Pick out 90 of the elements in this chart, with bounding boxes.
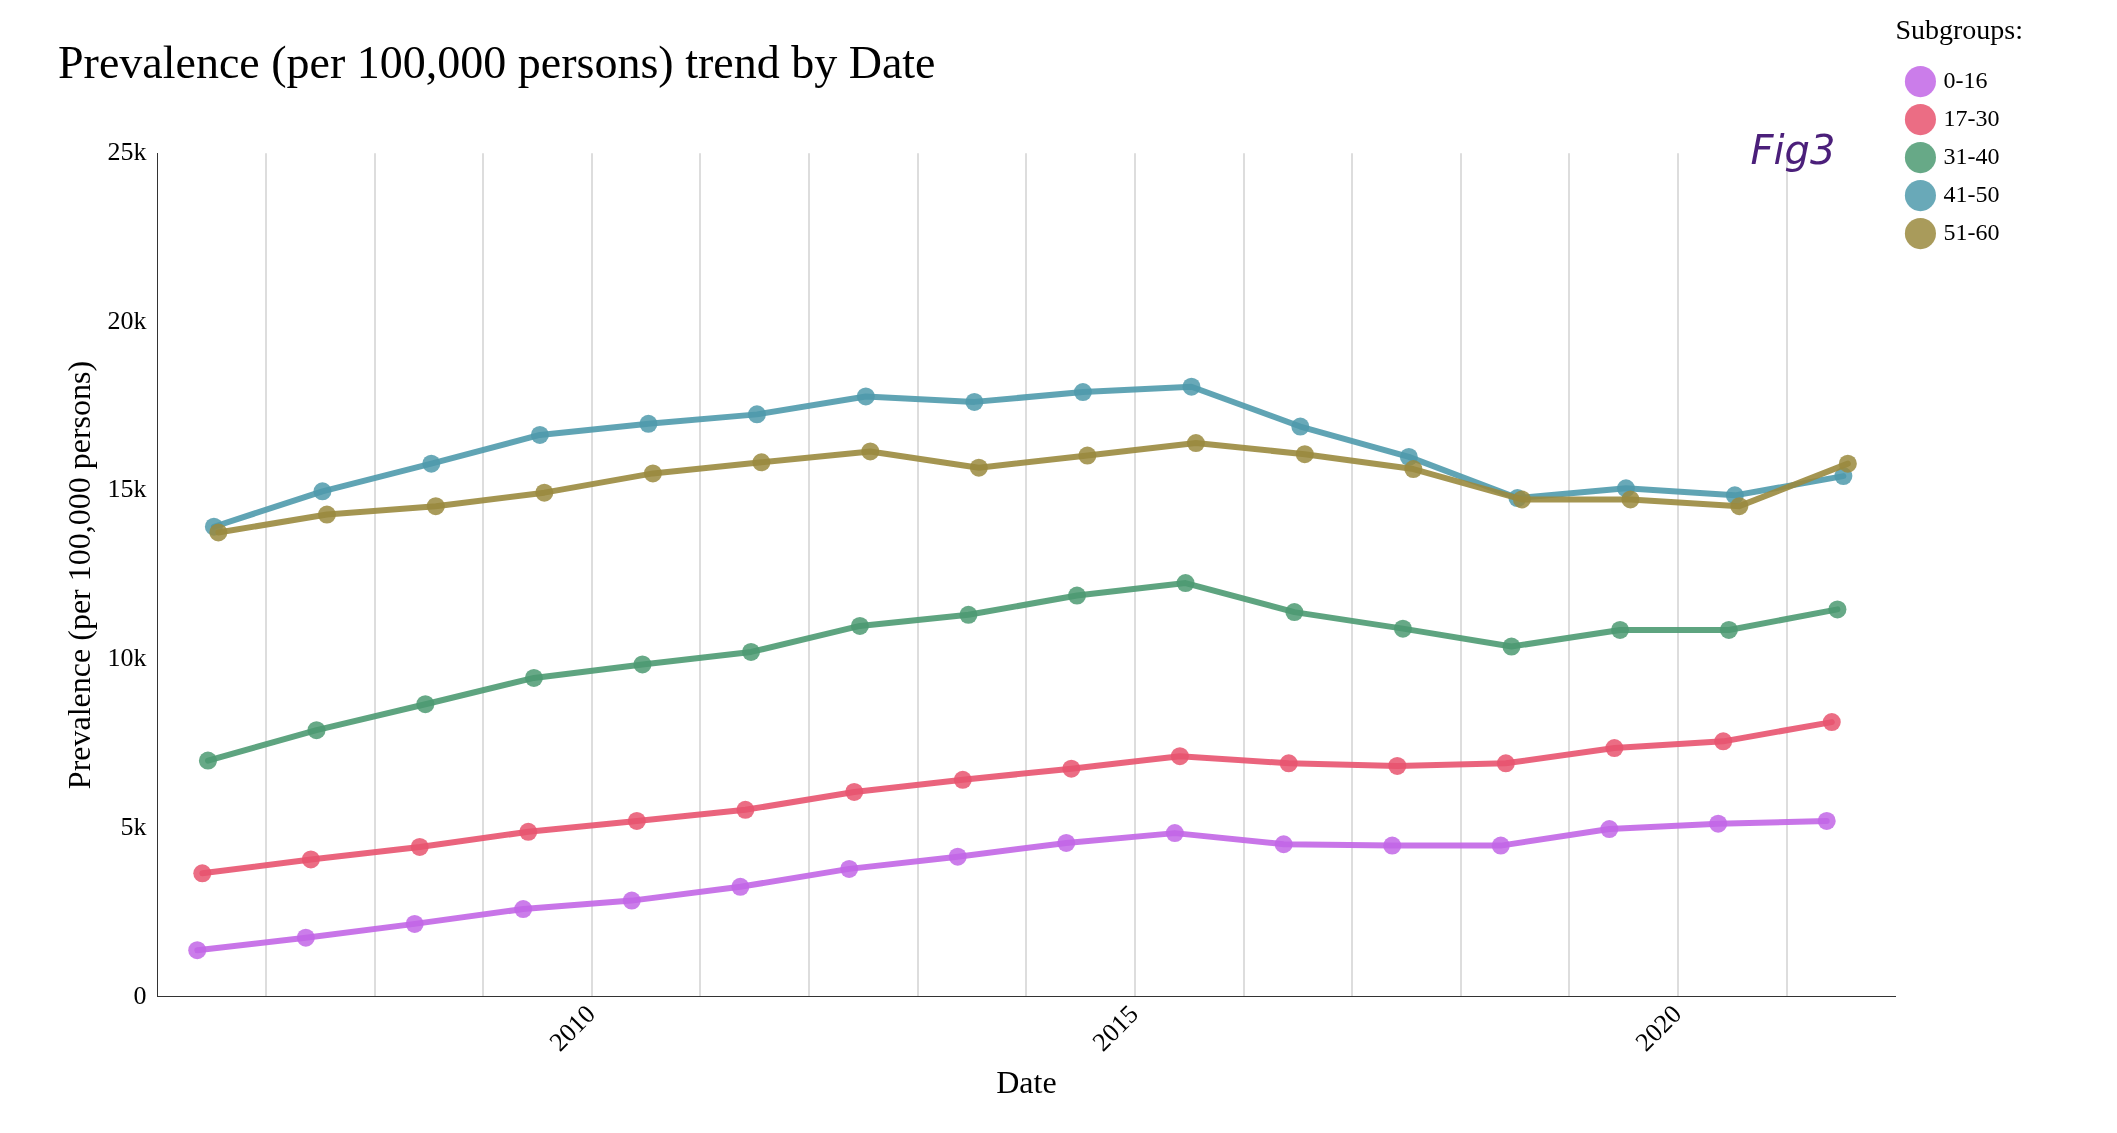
point: [1274, 835, 1293, 854]
point: [524, 668, 543, 687]
point: [1078, 446, 1097, 465]
point: [1393, 619, 1412, 638]
point: [1496, 754, 1515, 773]
point: [1291, 417, 1310, 436]
point: [742, 642, 761, 661]
legend-label: 51-60: [1943, 218, 2000, 245]
legend-title: Subgroups:: [1895, 14, 2024, 46]
point: [530, 425, 549, 444]
point: [1709, 814, 1728, 833]
point: [313, 482, 332, 501]
point: [1611, 620, 1630, 639]
point: [535, 483, 554, 502]
point: [1279, 754, 1298, 773]
point: [633, 655, 652, 674]
point: [1404, 460, 1423, 479]
point: [1057, 833, 1076, 852]
point: [1067, 586, 1086, 605]
point: [1817, 811, 1836, 830]
point: [519, 822, 538, 841]
point: [1186, 434, 1205, 453]
point: [1621, 490, 1640, 509]
point: [1714, 732, 1733, 751]
point: [850, 616, 869, 635]
point: [198, 751, 217, 770]
point: [1719, 620, 1738, 639]
point: [953, 770, 972, 789]
legend-label: 0-16: [1943, 66, 1988, 93]
point: [296, 928, 315, 947]
point: [405, 914, 424, 933]
legend-label: 17-30: [1943, 104, 2000, 131]
point: [959, 605, 978, 624]
point: [1073, 383, 1092, 402]
point: [1295, 445, 1314, 464]
point: [301, 850, 320, 869]
point: [856, 387, 875, 406]
x-axis-title: Date: [996, 1064, 1057, 1101]
legend-label: 41-50: [1943, 180, 2000, 207]
point: [627, 811, 646, 830]
point: [426, 497, 445, 516]
point: [736, 800, 755, 819]
point: [861, 442, 880, 461]
point: [1165, 824, 1184, 843]
point: [752, 453, 771, 472]
point: [622, 891, 641, 910]
point: [1822, 713, 1841, 732]
y-axis-title: Prevalence (per 100,000 persons): [60, 360, 97, 790]
point: [514, 900, 533, 919]
point: [1383, 836, 1402, 855]
annotation: Fig3: [1750, 126, 1836, 173]
y-tick-label: 20k: [107, 305, 147, 335]
point: [1838, 454, 1857, 473]
y-tick-label: 25k: [107, 137, 147, 167]
y-tick-label: 5k: [120, 811, 147, 841]
point: [1176, 574, 1195, 593]
point: [1182, 377, 1201, 396]
y-tick-label: 0: [133, 980, 147, 1010]
point: [307, 721, 326, 740]
point: [1502, 637, 1521, 656]
point: [1491, 836, 1510, 855]
point: [416, 695, 435, 714]
point: [193, 864, 212, 883]
point: [965, 392, 984, 411]
y-tick-label: 15k: [107, 474, 147, 504]
point: [840, 859, 859, 878]
point: [188, 941, 207, 960]
point: [1285, 603, 1304, 622]
point: [747, 405, 766, 424]
y-tick-label: 10k: [107, 643, 147, 673]
chart-title: Prevalence (per 100,000 persons) trend by Date: [58, 36, 936, 88]
point: [1828, 600, 1847, 619]
point: [1170, 747, 1189, 766]
point: [1062, 759, 1081, 778]
point: [1730, 497, 1749, 516]
point: [643, 464, 662, 483]
point: [639, 414, 658, 433]
point: [209, 523, 228, 542]
point: [948, 847, 967, 866]
point: [1512, 490, 1531, 509]
point: [845, 782, 864, 801]
point: [731, 877, 750, 896]
point: [422, 454, 441, 473]
legend-label: 31-40: [1943, 142, 2000, 169]
point: [317, 505, 336, 524]
point: [410, 837, 429, 856]
point: [1605, 739, 1624, 758]
point: [969, 458, 988, 477]
point: [1388, 756, 1407, 775]
point: [1600, 820, 1619, 839]
